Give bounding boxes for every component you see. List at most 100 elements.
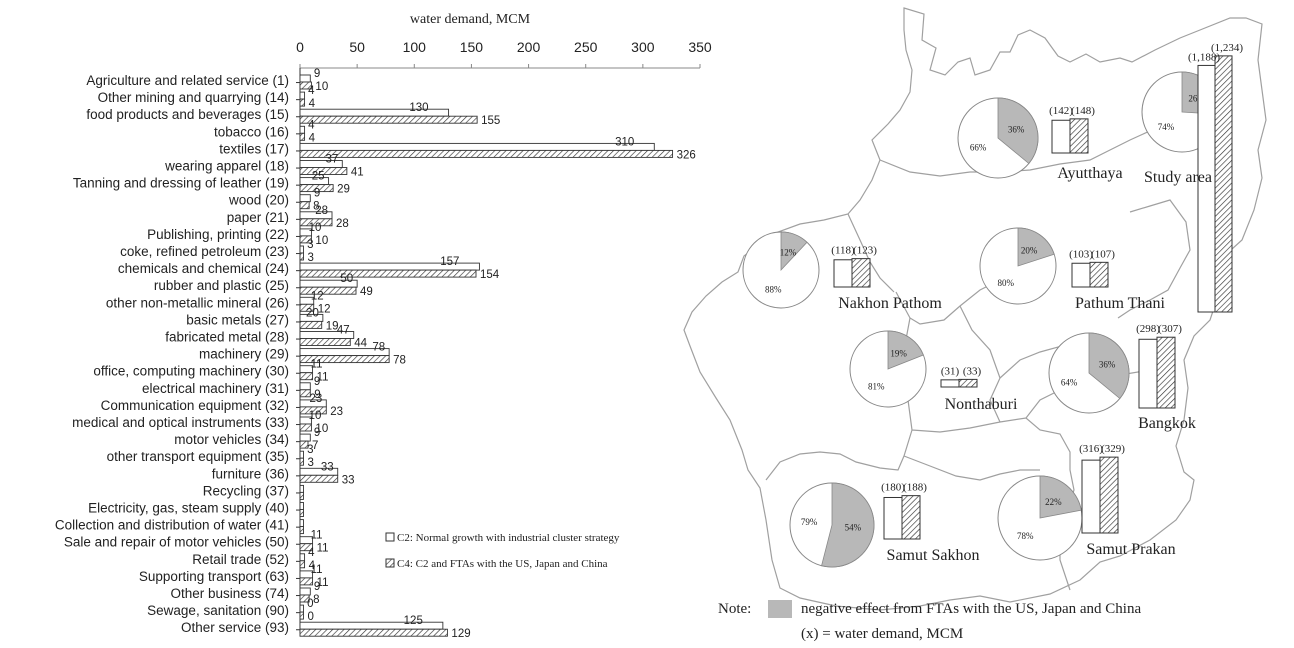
pie-negative-label: 36% (1099, 359, 1116, 369)
bar-c4 (299, 235, 312, 244)
region-value-c4: (188) (903, 482, 927, 494)
value-label-c2: 25 (312, 171, 325, 183)
legend: C2: Normal growth with industrial cluste… (385, 532, 620, 570)
category-label: Publishing, printing (22) (147, 227, 289, 242)
category-label: Other service (93) (181, 620, 289, 635)
value-label-c4: 4 (309, 98, 316, 110)
region-value-c4: (148) (1071, 105, 1095, 117)
value-label-c2: 9 (314, 188, 320, 200)
value-label-c2: 28 (315, 205, 328, 217)
value-label-c2: 130 (409, 102, 428, 114)
pie-other-label: 81% (868, 381, 885, 391)
region-bar-c2 (1071, 262, 1091, 288)
bar-c2 (299, 587, 311, 596)
bar-c4 (299, 81, 312, 90)
bar-c2 (299, 450, 304, 459)
region-value-c2: (180) (881, 482, 905, 494)
value-label-c4: 11 (317, 577, 329, 589)
value-label-c2: 310 (615, 136, 634, 148)
bar-c4 (299, 167, 348, 175)
value-label-c2: 4 (308, 547, 315, 559)
x-tick-label: 50 (349, 39, 365, 55)
category-label: furniture (36) (212, 466, 289, 481)
region-name: Samut Prakan (1086, 541, 1175, 558)
value-label-c4: 8 (313, 201, 319, 213)
value-label-c2: 157 (440, 256, 459, 268)
value-label-c4: 10 (315, 423, 328, 435)
pie-negative-label: 36% (1008, 124, 1025, 134)
category-label: other transport equipment (35) (107, 449, 289, 464)
x-tick-label: 100 (403, 39, 427, 55)
bar-c2 (299, 142, 655, 151)
pie-negative-label: 19% (890, 348, 907, 358)
region-bar-c2 (883, 496, 903, 540)
province-map: 36% 66% 26% 74% 12% 88% 20% 80% 19% 81% 36% 64% 54% 7… (683, 7, 1267, 642)
bar-c2 (299, 245, 304, 254)
region-bar-c2 (1138, 338, 1158, 409)
pie-negative-slice (1039, 475, 1082, 519)
bar-c4 (299, 594, 310, 603)
region-bar-c2 (940, 379, 960, 388)
bar-c4 (299, 628, 448, 637)
bar-c4 (299, 457, 304, 466)
region-value-c2: (103) (1069, 248, 1093, 260)
bar-c4 (299, 184, 334, 193)
value-label-c4: 44 (354, 338, 367, 350)
bar-c4 (299, 560, 306, 569)
value-label-c4: 33 (342, 474, 355, 486)
region-value-c2: (316) (1079, 443, 1103, 455)
bar-c4 (299, 491, 304, 500)
category-label: Recycling (37) (203, 483, 289, 498)
category-label: basic metals (27) (186, 312, 289, 327)
category-label: Communication equipment (32) (101, 398, 289, 413)
value-label-c4: 29 (337, 184, 350, 196)
pie-negative-slice (821, 482, 875, 568)
category-label: Other mining and quarrying (14) (98, 90, 289, 105)
category-label: Tanning and dressing of leather (19) (73, 176, 289, 191)
region-name: Nakhon Pathom (838, 295, 942, 312)
region-bar-c4 (1156, 336, 1176, 409)
value-label-c4: 155 (481, 115, 500, 127)
value-label-c4: 154 (480, 269, 500, 281)
bar-c2 (299, 484, 304, 493)
bar-c2 (299, 502, 304, 510)
pie-other-label: 88% (765, 284, 782, 294)
bar-c4 (299, 406, 327, 415)
bar-c4 (299, 320, 323, 329)
value-label-c2: 11 (311, 530, 323, 542)
x-tick-label: 250 (574, 39, 598, 55)
value-label-c2: 3 (307, 239, 313, 251)
pie-negative-slice (997, 97, 1039, 165)
value-label-c2: 50 (340, 273, 353, 285)
category-label: Other business (74) (170, 586, 289, 601)
value-label-c2: 37 (325, 154, 338, 166)
pie-negative-label: 54% (845, 523, 862, 533)
category-label: Supporting transport (63) (139, 569, 289, 584)
map-note: Note: negative effect from FTAs with the… (718, 600, 1141, 642)
value-label-c4: 11 (317, 372, 329, 384)
category-label: rubber and plastic (25) (154, 278, 289, 293)
region-bar-c2 (1081, 459, 1101, 534)
x-tick-label: 150 (460, 39, 484, 55)
bar-c2 (299, 433, 311, 442)
category-label: other non-metallic mineral (26) (106, 295, 289, 310)
pie-negative-label: 20% (1021, 246, 1038, 256)
bar-c2 (299, 553, 306, 562)
region-value-c2: (142) (1049, 105, 1073, 117)
region-value-c2: (31) (941, 365, 960, 377)
bar-c4 (299, 303, 315, 312)
category-label: Collection and distribution of water (41… (55, 518, 289, 533)
category-label: paper (21) (227, 210, 289, 225)
pie-negative-slice (780, 231, 808, 272)
region-bars (833, 55, 1233, 540)
category-label: medical and optical instruments (33) (72, 415, 289, 430)
bar-c4 (299, 509, 304, 517)
value-label-c4: 0 (308, 611, 314, 623)
pie-negative-label: 26% (1188, 93, 1205, 103)
value-label-c2: 9 (314, 68, 320, 80)
region-value-c4: (33) (963, 365, 982, 377)
value-label-c2: 12 (311, 290, 324, 302)
region-name: Samut Sakhon (887, 547, 980, 564)
value-label-c2: 9 (314, 581, 320, 593)
pie-other-label: 80% (997, 278, 1014, 288)
